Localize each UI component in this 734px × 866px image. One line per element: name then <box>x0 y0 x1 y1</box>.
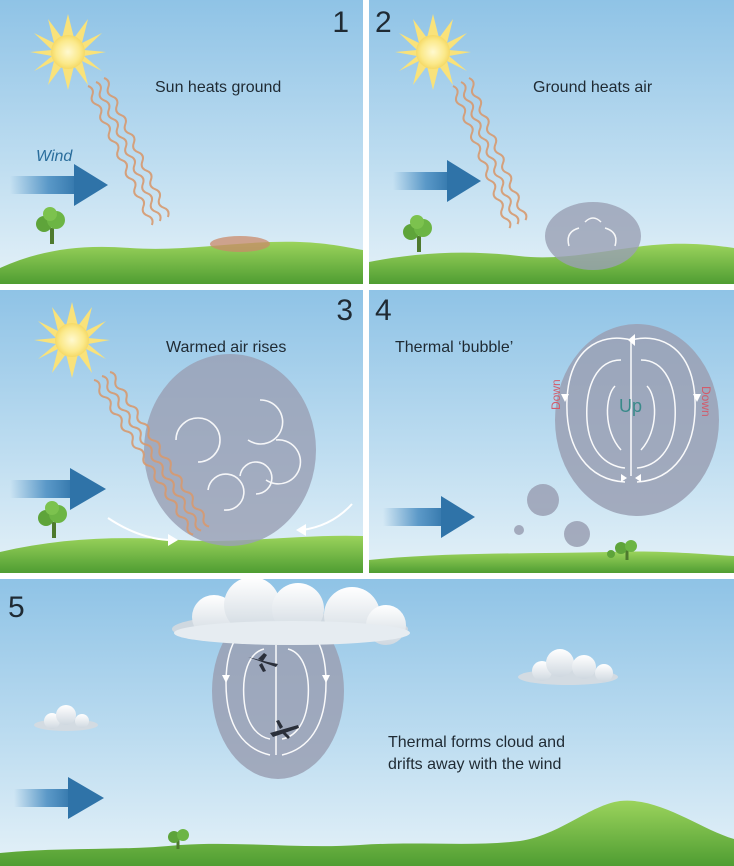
panel-2-caption: Ground heats air <box>533 79 653 96</box>
wind-arrow-icon <box>393 160 481 202</box>
sun-ray-icon <box>452 77 528 229</box>
wind-arrow-icon <box>14 777 104 819</box>
panel-2: 2 Ground heats air <box>369 0 734 284</box>
wind-arrow-icon <box>383 496 475 538</box>
panel-2-number: 2 <box>375 6 392 39</box>
warm-air-bubble <box>545 202 641 270</box>
sun-icon <box>395 14 471 90</box>
panel-4-number: 4 <box>375 294 392 327</box>
panel-1-number: 1 <box>332 6 349 39</box>
glider-icon <box>270 720 299 739</box>
ground-hill <box>369 243 734 284</box>
ground-hill <box>0 241 363 284</box>
panel-5-scene <box>0 579 734 866</box>
thermal-bubble <box>144 354 316 546</box>
tree-icon <box>607 540 637 560</box>
tree-icon <box>403 215 432 252</box>
down-left-label: Down <box>549 379 563 410</box>
cumulus-cloud <box>172 579 410 645</box>
small-cloud <box>34 705 98 731</box>
panel-5-caption-line2: drifts away with the wind <box>388 756 562 773</box>
panel-2-scene <box>369 14 734 284</box>
sun-icon <box>30 14 106 90</box>
ground-hill <box>0 535 363 573</box>
inflow-arrows <box>107 503 353 546</box>
panel-3: 3 Warmed air rises <box>0 290 363 573</box>
panel-4-scene <box>369 324 734 573</box>
sun-ray-icon <box>93 371 210 536</box>
panel-1-caption: Sun heats ground <box>155 79 282 96</box>
tree-icon <box>168 829 189 849</box>
down-right-label: Down <box>699 386 713 417</box>
ground-hill <box>369 551 734 573</box>
panel-1: 1 Sun heats ground Wind <box>0 0 363 284</box>
small-cloud <box>518 649 618 685</box>
up-label: Up <box>619 396 643 416</box>
panel-1-scene <box>0 14 363 284</box>
tree-icon <box>38 501 67 538</box>
wind-arrow-icon <box>10 164 108 206</box>
panel-4-caption: Thermal ‘bubble’ <box>395 339 514 356</box>
panel-5-caption-line1: Thermal forms cloud and <box>388 734 565 751</box>
panel-3-number: 3 <box>336 294 353 327</box>
sun-ray-icon <box>87 77 170 226</box>
panel-5-number: 5 <box>8 591 25 624</box>
panel-4: 4 Thermal ‘bubble’ Up Down Down <box>369 290 734 573</box>
panel-5: 5 Thermal forms cloud and drifts away wi… <box>0 579 734 866</box>
thermal-bubble <box>555 324 719 516</box>
ground-hills <box>0 800 734 866</box>
wind-label: Wind <box>36 148 73 165</box>
tree-icon <box>36 207 65 244</box>
panel-3-scene <box>0 302 363 573</box>
glider-icon <box>248 653 278 672</box>
sun-icon <box>34 302 110 378</box>
small-bubbles <box>514 484 590 547</box>
wind-arrow-icon <box>10 468 106 510</box>
heated-ground-patch <box>210 236 270 252</box>
panel-3-caption: Warmed air rises <box>166 339 287 356</box>
